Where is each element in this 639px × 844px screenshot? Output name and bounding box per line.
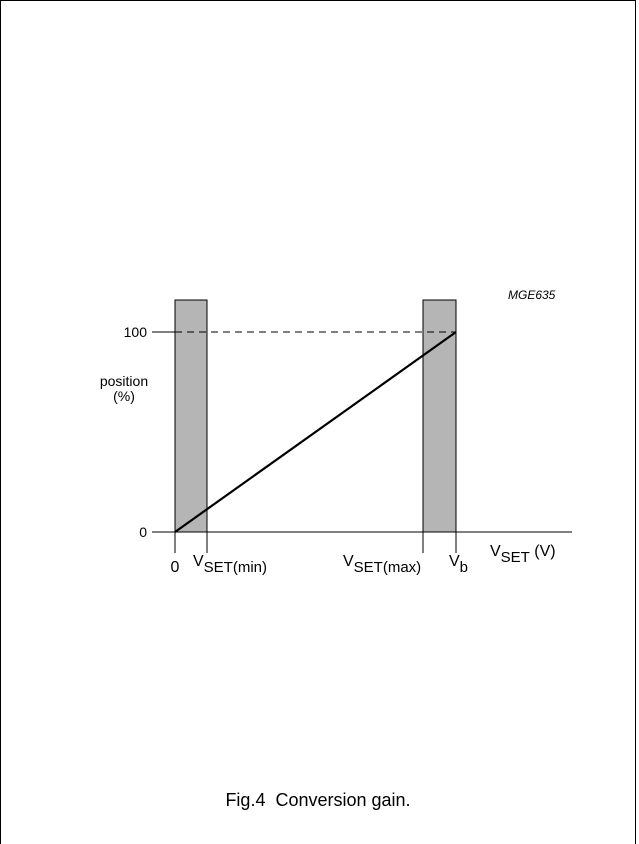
y-axis-label-line-1: position <box>100 373 148 389</box>
figure-caption: Fig.4 Conversion gain. <box>225 790 411 810</box>
x-tick-label-vset_max: VSET(max) <box>343 553 421 576</box>
figure-code: MGE635 <box>508 288 556 302</box>
x-axis-label: VSET (V) <box>490 543 556 566</box>
series-line-1 <box>174 331 457 533</box>
x-tick-label-vb: Vb <box>449 553 468 576</box>
x-tick-label-vset_min: VSET(min) <box>193 553 267 576</box>
y-axis-label-line-2: (%) <box>113 388 135 404</box>
x-tick-label-zero: 0 <box>171 559 180 576</box>
y-tick-label-0: 0 <box>139 524 147 540</box>
y-tick-label-100: 100 <box>124 324 148 340</box>
shaded-region-1 <box>174 299 208 533</box>
